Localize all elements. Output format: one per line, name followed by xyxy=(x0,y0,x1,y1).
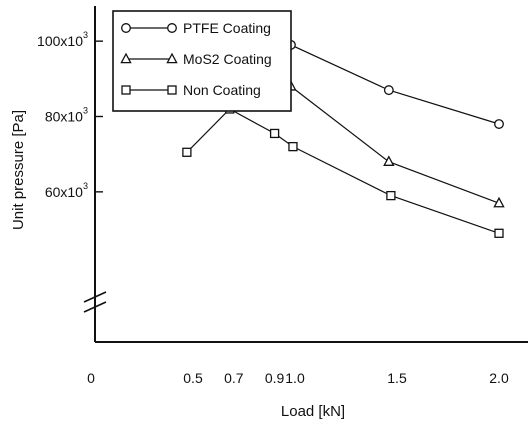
circle-marker xyxy=(383,85,394,96)
axis-break-mark xyxy=(83,301,107,313)
legend-square-marker xyxy=(121,85,131,95)
axes: 60x10380x103100x103120x10300.50.70.91.01… xyxy=(37,6,528,386)
square-marker xyxy=(386,190,396,201)
x-tick-label: 0 xyxy=(87,370,95,386)
circle-marker xyxy=(494,119,504,129)
legend-label: MoS2 Coating xyxy=(183,51,272,67)
square-marker xyxy=(494,228,504,238)
x-tick-label: 0.7 xyxy=(224,370,244,386)
x-tick-label: 1.0 xyxy=(285,370,305,386)
legend-square-marker xyxy=(167,85,177,95)
square-marker xyxy=(288,141,298,152)
y-tick-label: 80x103 xyxy=(45,106,88,125)
x-tick-label: 0.9 xyxy=(265,370,285,386)
square-marker xyxy=(182,147,192,157)
square-marker xyxy=(269,128,280,139)
axis-break-mark xyxy=(83,291,107,303)
legend-triangle-marker xyxy=(166,52,178,64)
legend: PTFE Coating MoS2 Coating Non Coating xyxy=(112,10,292,112)
series-line xyxy=(186,108,500,234)
legend-circle-marker xyxy=(167,23,177,33)
legend-circle-marker xyxy=(121,23,131,33)
x-tick-label: 1.5 xyxy=(387,370,407,386)
triangle-marker xyxy=(383,155,395,166)
series-non-coating xyxy=(182,104,504,238)
y-tick-label: 60x103 xyxy=(45,181,88,200)
legend-item: PTFE Coating xyxy=(121,20,271,36)
legend-item: MoS2 Coating xyxy=(120,51,272,67)
x-tick-label: 0.5 xyxy=(183,370,203,386)
y-axis-title: Unit pressure [Pa] xyxy=(10,110,27,230)
legend-triangle-marker xyxy=(120,52,132,64)
legend-label: Non Coating xyxy=(183,82,261,98)
legend-label: PTFE Coating xyxy=(183,20,271,36)
x-axis-title: Load [kN] xyxy=(281,403,345,420)
legend-item: Non Coating xyxy=(121,82,261,98)
y-tick-label: 100x103 xyxy=(37,30,88,49)
x-tick-label: 2.0 xyxy=(489,370,509,386)
triangle-marker xyxy=(493,196,505,208)
